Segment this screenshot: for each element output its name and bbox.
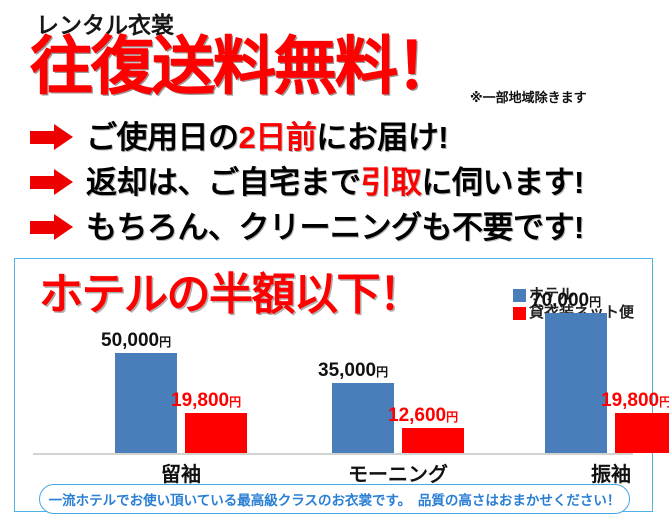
bullet-text-2: もちろん、クリーニングも不要です! (86, 212, 584, 243)
bar-value-label-モーニング-貸衣装ネット便: 12,600円 (388, 406, 484, 425)
bar-value-label-振袖-貸衣装ネット便: 19,800円 (601, 391, 669, 410)
bullet-row: 返却は、ご自宅まで引取に伺います! (28, 163, 584, 201)
bullet-text-1: 返却は、ご自宅まで引取に伺います! (86, 167, 584, 198)
bullet-text-0: ご使用日の2日前にお届け! (86, 119, 449, 155)
bar-value-number: 19,800 (601, 390, 660, 411)
legend-item-hotel: ホテル (512, 286, 634, 304)
right-arrow-icon (28, 212, 76, 242)
bar-留袖-貸衣装ネット便 (185, 413, 247, 453)
bullet-0-segment-0: ご使用日の (86, 119, 239, 155)
kicker-text: レンタル衣裳 (36, 12, 174, 38)
bar-振袖-貸衣装ネット便 (615, 413, 669, 453)
bar-value-label-振袖-ホテル: 70,000円 (531, 291, 627, 310)
bar-value-number: 12,600 (388, 405, 447, 426)
yen-unit: 円 (589, 295, 602, 309)
bullet-0-segment-2: にお届け! (316, 119, 449, 155)
yen-unit: 円 (659, 395, 669, 409)
price-comparison-panel: ホテルの半額以下！ ホテル 貸衣装ネット便 50,000円19,800円留袖35… (14, 258, 669, 512)
bar-value-number: 50,000 (101, 330, 160, 351)
bar-value-label-留袖-貸衣装ネット便: 19,800円 (171, 391, 267, 410)
bar-chart-plot: 50,000円 19,800円 留袖 35,000円 12,600円 モーニング 70,00… (15, 259, 669, 510)
page-title: 往復送料無料！ (30, 32, 460, 102)
category-label-振袖: 振袖 (591, 464, 631, 486)
legend-label-hotel: ホテル (528, 286, 574, 303)
bar-モーニング-貸衣装ネット便 (402, 428, 464, 453)
category-label-留袖: 留袖 (161, 464, 201, 486)
yen-unit: 円 (446, 410, 459, 424)
yen-unit: 円 (159, 335, 172, 349)
bar-value-number: 19,800 (171, 390, 230, 411)
bullet-1-segment-2: に伺います! (421, 164, 585, 200)
bullet-1-segment-0: 返却は、ご自宅まで (86, 164, 361, 200)
footer-caption: 一流ホテルでお使い頂いている最高級クラスのお衣裳です。 品質の高さはおまかせくだ… (39, 484, 630, 514)
chart-baseline (33, 453, 633, 455)
right-arrow-icon (28, 122, 76, 152)
bar-value-number: 35,000 (318, 360, 377, 381)
chart-title: ホテルの半額以下！ (39, 270, 423, 319)
promo-header: レンタル衣裳 往復送料無料！ ※一部地域除きます ご使用日の2日前にお届け! 返… (0, 0, 669, 252)
bar-留袖-ホテル (115, 353, 177, 453)
bullet-2-segment-0: もちろん、クリーニングも不要です! (86, 209, 584, 245)
bullet-row: もちろん、クリーニングも不要です! (28, 208, 584, 246)
bar-振袖-ホテル (545, 313, 607, 453)
bar-モーニング-ホテル (332, 383, 394, 453)
legend-swatch-net-icon (512, 306, 526, 320)
bullet-0-segment-1: 2日前 (238, 119, 317, 155)
yen-unit: 円 (376, 365, 389, 379)
bar-value-label-留袖-ホテル: 50,000円 (101, 331, 197, 350)
disclaimer-note: ※一部地域除きます (470, 90, 587, 105)
bullet-row: ご使用日の2日前にお届け! (28, 118, 449, 156)
category-label-モーニング: モーニング (348, 464, 448, 486)
legend-swatch-hotel-icon (512, 288, 526, 302)
bar-value-label-モーニング-ホテル: 35,000円 (318, 361, 414, 380)
bar-value-number: 70,000 (531, 290, 590, 311)
yen-unit: 円 (229, 395, 242, 409)
bullet-1-segment-1: 引取 (360, 164, 423, 200)
right-arrow-icon (28, 167, 76, 197)
